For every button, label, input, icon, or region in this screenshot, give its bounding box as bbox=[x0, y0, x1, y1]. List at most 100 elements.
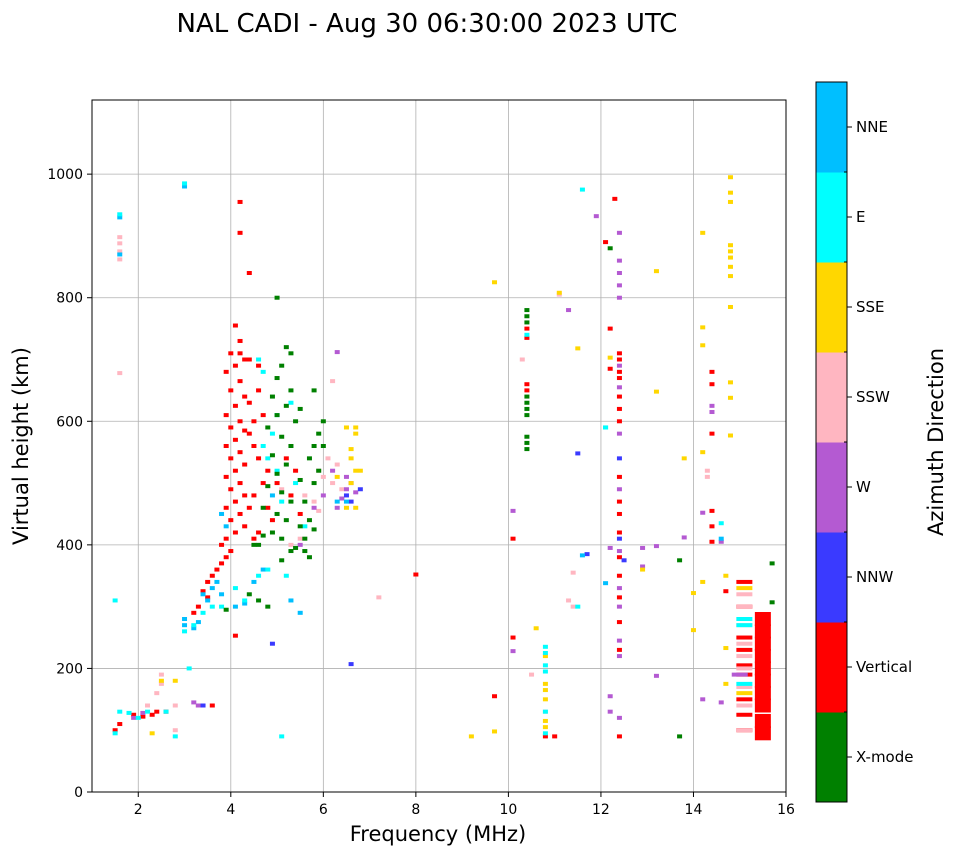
echo-point bbox=[288, 493, 294, 498]
echo-point bbox=[677, 558, 683, 563]
echo-point bbox=[524, 388, 530, 393]
colorbar-swatch-nnw bbox=[816, 532, 847, 623]
echo-point bbox=[736, 592, 753, 597]
echo-point bbox=[552, 734, 558, 739]
echo-point bbox=[700, 325, 706, 330]
echo-point bbox=[353, 490, 359, 495]
echo-point bbox=[330, 379, 336, 384]
echo-point bbox=[297, 477, 303, 482]
echo-point bbox=[681, 456, 687, 461]
echo-point bbox=[524, 447, 530, 452]
echo-point bbox=[205, 579, 211, 584]
echo-point bbox=[232, 633, 238, 638]
echo-point bbox=[223, 536, 229, 541]
echo-point bbox=[172, 703, 178, 708]
x-tick-label: 4 bbox=[226, 802, 235, 818]
echo-point bbox=[172, 678, 178, 683]
echo-point bbox=[269, 493, 275, 498]
echo-point bbox=[330, 481, 336, 486]
echo-point bbox=[214, 579, 220, 584]
echo-point bbox=[260, 413, 266, 418]
echo-point bbox=[306, 456, 312, 461]
echo-point bbox=[265, 567, 271, 572]
echo-point bbox=[223, 505, 229, 510]
echo-point bbox=[223, 607, 229, 612]
echo-point bbox=[274, 376, 280, 381]
echo-point bbox=[228, 487, 234, 492]
echo-point bbox=[191, 623, 197, 628]
echo-point bbox=[524, 413, 530, 418]
echo-point bbox=[709, 524, 715, 529]
echo-point bbox=[260, 567, 266, 572]
echo-point bbox=[140, 714, 146, 719]
echo-point bbox=[727, 380, 733, 385]
echo-point bbox=[754, 636, 771, 651]
echo-point bbox=[246, 505, 252, 510]
echo-point bbox=[288, 444, 294, 448]
echo-point bbox=[607, 326, 613, 331]
echo-point bbox=[320, 493, 326, 498]
echo-point bbox=[191, 700, 197, 705]
echo-point bbox=[339, 496, 345, 501]
echo-point bbox=[256, 598, 262, 603]
echo-point bbox=[260, 533, 266, 538]
echo-point bbox=[754, 624, 771, 639]
y-tick-label: 600 bbox=[56, 414, 83, 430]
x-axis-label: Frequency (MHz) bbox=[350, 822, 526, 846]
echo-point bbox=[186, 666, 192, 671]
echo-point bbox=[754, 612, 771, 626]
echo-point bbox=[690, 591, 696, 596]
echo-point bbox=[616, 595, 622, 600]
echo-point bbox=[348, 499, 354, 504]
echo-point bbox=[334, 350, 340, 355]
echo-point bbox=[353, 431, 359, 436]
echo-point bbox=[334, 462, 340, 467]
echo-point bbox=[700, 697, 706, 702]
echo-point bbox=[556, 290, 562, 295]
echo-point bbox=[232, 499, 238, 504]
echo-point bbox=[269, 530, 275, 535]
echo-point bbox=[274, 295, 280, 300]
echo-point bbox=[237, 450, 243, 455]
colorbar-frame bbox=[815, 81, 848, 803]
echo-point bbox=[616, 385, 622, 390]
echo-point bbox=[251, 493, 257, 498]
echo-point bbox=[510, 635, 516, 640]
echo-point bbox=[265, 456, 271, 461]
echo-point bbox=[653, 269, 659, 274]
echo-point bbox=[302, 499, 308, 504]
echo-point bbox=[690, 628, 696, 633]
echo-point bbox=[348, 662, 354, 667]
echo-point bbox=[343, 425, 349, 430]
echo-point bbox=[709, 382, 715, 387]
x-axis-ticks: 2 4 6 8 10 12 14 16 bbox=[134, 792, 795, 818]
echo-point bbox=[566, 308, 572, 313]
plot-area: 2 4 6 8 10 12 14 16 0 200 400 600 800 1000 bbox=[47, 99, 795, 818]
echo-point bbox=[542, 654, 548, 659]
colorbar-label-e: E bbox=[856, 208, 865, 226]
echo-point bbox=[320, 419, 326, 424]
echo-point bbox=[709, 410, 715, 415]
echo-point bbox=[242, 493, 248, 498]
echo-point bbox=[524, 314, 530, 319]
echo-point bbox=[736, 712, 753, 717]
echo-point bbox=[593, 214, 599, 219]
echo-series-e bbox=[112, 181, 753, 739]
echo-point bbox=[172, 728, 178, 733]
echo-point bbox=[200, 610, 206, 615]
echo-point bbox=[274, 511, 280, 516]
echo-point bbox=[616, 654, 622, 659]
echo-point bbox=[542, 731, 548, 736]
echo-point bbox=[223, 474, 229, 479]
echo-point bbox=[228, 549, 234, 554]
echo-point bbox=[681, 535, 687, 540]
echo-point bbox=[524, 394, 530, 399]
echo-point bbox=[334, 474, 340, 479]
echo-point bbox=[621, 558, 627, 563]
echo-point bbox=[242, 394, 248, 399]
echo-point bbox=[727, 395, 733, 400]
echo-point bbox=[727, 249, 733, 254]
echo-point bbox=[376, 595, 382, 600]
echo-point bbox=[311, 444, 317, 448]
